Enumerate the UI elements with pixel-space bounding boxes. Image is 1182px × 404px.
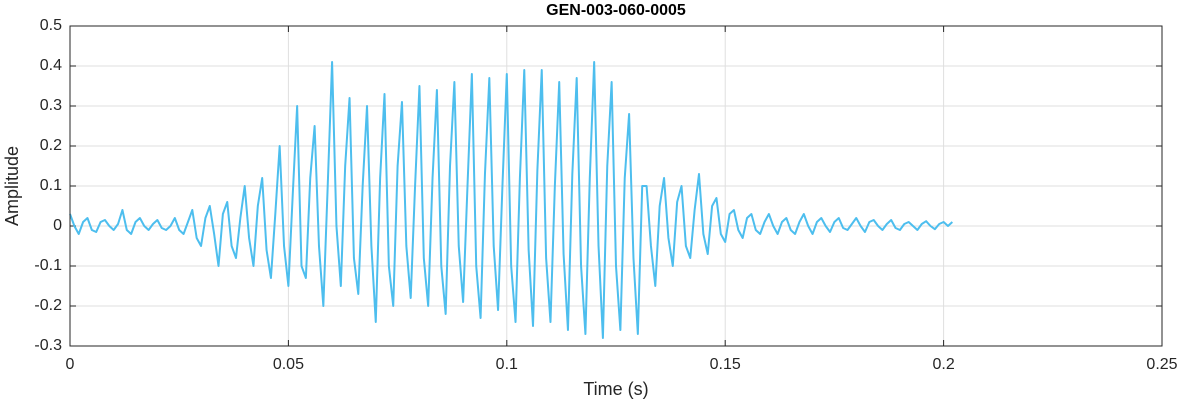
x-tick-label: 0.25 — [1146, 356, 1177, 373]
y-axis-label: Amplitude — [2, 146, 22, 226]
x-axis-label: Time (s) — [583, 379, 648, 399]
x-tick-label: 0.15 — [710, 356, 741, 373]
x-tick-label: 0.1 — [496, 356, 518, 373]
y-tick-label: 0.1 — [40, 177, 62, 194]
waveform-line — [69, 61, 954, 339]
x-tick-label: 0.2 — [932, 356, 954, 373]
y-tick-label: -0.1 — [34, 257, 62, 274]
y-tick-label: 0.4 — [40, 57, 62, 74]
y-tick-label: 0.3 — [40, 97, 62, 114]
chart-title: GEN-003-060-0005 — [546, 2, 686, 19]
y-tick-label: -0.3 — [34, 337, 62, 354]
y-tick-label: 0.2 — [40, 137, 62, 154]
x-tick-label: 0 — [66, 356, 75, 373]
y-tick-label: 0.5 — [40, 17, 62, 34]
y-tick-label: 0 — [53, 217, 62, 234]
y-tick-label: -0.2 — [34, 297, 62, 314]
x-tick-label: 0.05 — [273, 356, 304, 373]
axes-box — [69, 25, 1163, 347]
